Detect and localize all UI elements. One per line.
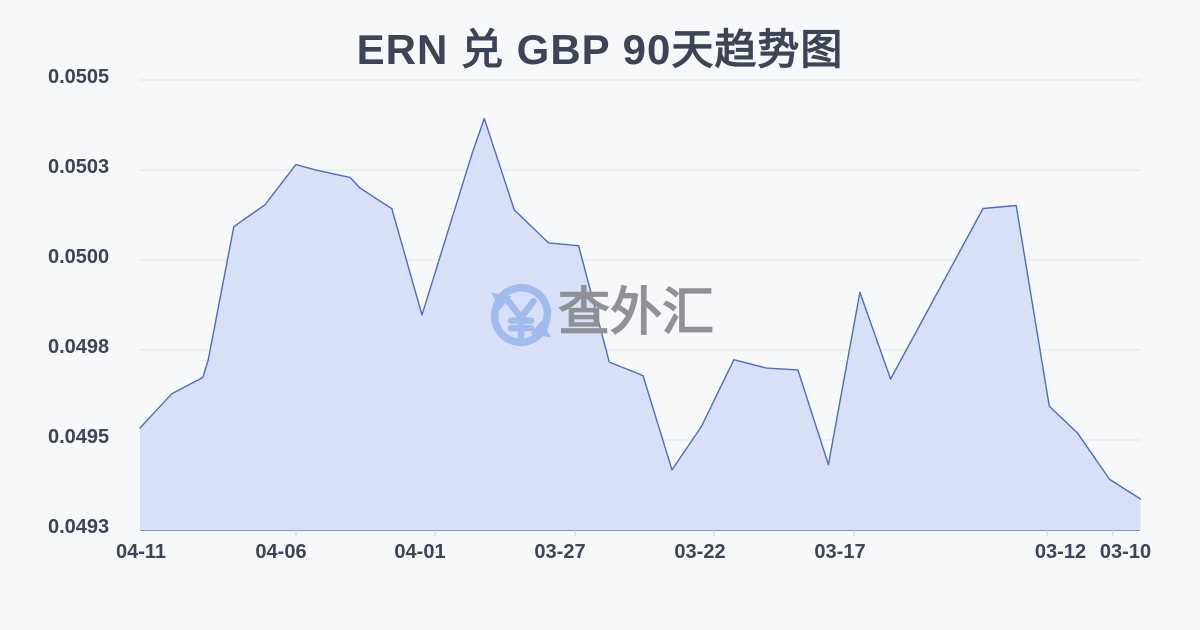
svg-text:查外汇: 查外汇 xyxy=(558,284,714,342)
